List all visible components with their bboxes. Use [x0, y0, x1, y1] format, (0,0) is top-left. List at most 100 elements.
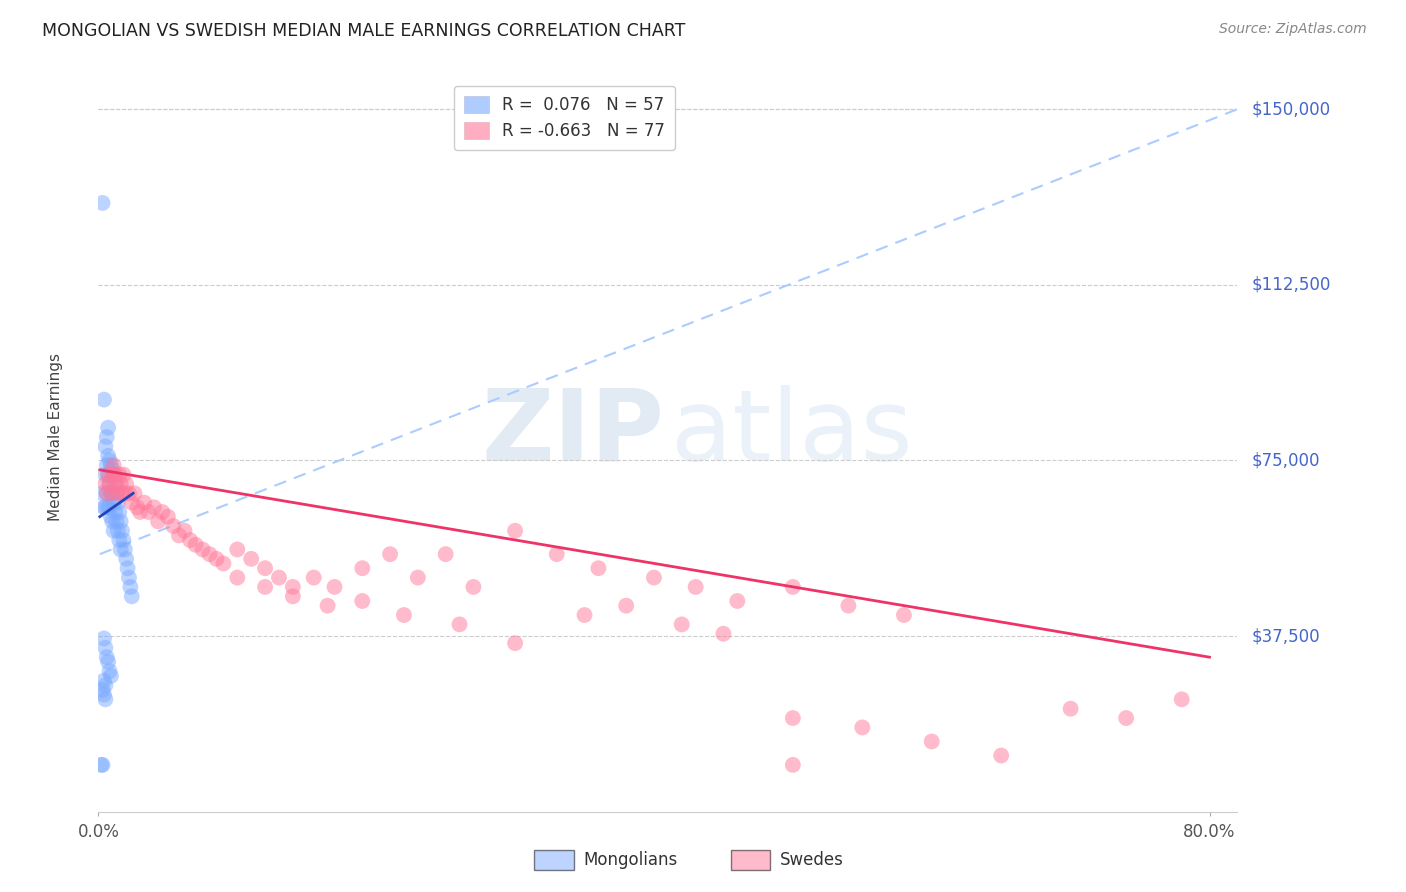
Point: [110, 514, 132, 528]
Point: [921, 734, 943, 748]
Point: [97, 467, 120, 482]
Point: [240, 551, 263, 566]
Point: [98, 500, 121, 515]
Point: [138, 505, 160, 519]
Point: [96, 486, 118, 500]
Point: [146, 514, 169, 528]
Point: [91, 758, 114, 772]
Point: [129, 505, 152, 519]
Point: [97, 500, 120, 515]
Point: [316, 599, 339, 613]
Point: [96, 430, 118, 444]
Point: [392, 608, 415, 623]
Point: [101, 486, 124, 500]
Point: [127, 500, 149, 515]
Point: [134, 496, 156, 510]
Point: [96, 650, 118, 665]
Point: [90, 758, 112, 772]
Point: [91, 486, 114, 500]
Point: [105, 514, 128, 528]
Point: [643, 571, 665, 585]
Point: [267, 571, 290, 585]
Point: [94, 440, 117, 453]
Text: $75,000: $75,000: [1251, 451, 1320, 469]
Text: $37,500: $37,500: [1251, 627, 1320, 645]
Point: [352, 561, 374, 575]
Point: [115, 476, 138, 491]
Point: [671, 617, 693, 632]
Point: [463, 580, 485, 594]
Point: [1115, 711, 1137, 725]
Text: ZIP: ZIP: [482, 384, 665, 482]
Point: [782, 711, 804, 725]
Point: [107, 524, 129, 538]
Point: [167, 528, 190, 542]
Point: [112, 467, 135, 482]
Point: [94, 640, 117, 655]
Point: [97, 655, 120, 669]
Point: [97, 449, 120, 463]
Point: [179, 533, 201, 547]
Point: [101, 467, 124, 482]
Point: [150, 505, 173, 519]
Point: [121, 496, 143, 510]
Legend: R =  0.076   N = 57, R = -0.663   N = 77: R = 0.076 N = 57, R = -0.663 N = 77: [454, 86, 675, 151]
Point: [281, 580, 304, 594]
Text: Swedes: Swedes: [780, 851, 844, 869]
Point: [96, 486, 118, 500]
Point: [94, 467, 117, 482]
Point: [93, 632, 115, 646]
Text: $112,500: $112,500: [1251, 276, 1330, 293]
Point: [782, 758, 804, 772]
Point: [281, 590, 304, 604]
Point: [546, 547, 568, 561]
Point: [118, 486, 141, 500]
Point: [1059, 701, 1081, 715]
Point: [94, 678, 117, 692]
Point: [198, 547, 221, 561]
Point: [323, 580, 346, 594]
Point: [111, 486, 134, 500]
Point: [990, 748, 1012, 763]
Point: [91, 195, 114, 210]
Point: [104, 467, 127, 482]
Point: [614, 599, 637, 613]
Point: [212, 557, 235, 571]
Point: [162, 519, 184, 533]
Point: [110, 476, 132, 491]
Point: [100, 486, 122, 500]
Point: [97, 421, 120, 435]
Point: [100, 669, 122, 683]
Point: [108, 505, 131, 519]
Text: MONGOLIAN VS SWEDISH MEDIAN MALE EARNINGS CORRELATION CHART: MONGOLIAN VS SWEDISH MEDIAN MALE EARNING…: [42, 22, 686, 40]
Point: [302, 571, 325, 585]
Point: [103, 467, 125, 482]
Point: [851, 721, 873, 735]
Point: [110, 542, 132, 557]
Point: [108, 533, 131, 547]
Point: [1170, 692, 1192, 706]
Point: [118, 571, 141, 585]
Point: [837, 599, 859, 613]
Point: [254, 580, 277, 594]
Point: [713, 626, 735, 640]
Point: [96, 458, 118, 473]
Point: [100, 486, 122, 500]
Text: Mongolians: Mongolians: [583, 851, 678, 869]
Point: [98, 453, 121, 467]
Point: [124, 486, 146, 500]
Point: [782, 580, 804, 594]
Point: [254, 561, 277, 575]
Point: [97, 467, 120, 482]
Point: [184, 538, 207, 552]
Point: [100, 509, 122, 524]
Point: [107, 496, 129, 510]
Point: [108, 467, 131, 482]
Text: $150,000: $150,000: [1251, 100, 1330, 119]
Point: [574, 608, 596, 623]
Point: [434, 547, 457, 561]
Point: [93, 392, 115, 407]
Point: [725, 594, 748, 608]
Point: [105, 476, 128, 491]
Point: [101, 514, 124, 528]
